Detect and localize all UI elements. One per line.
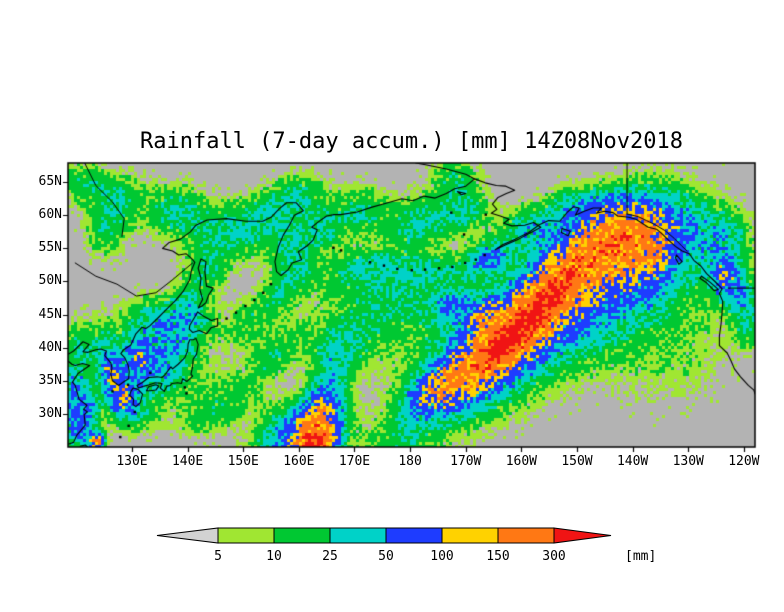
colorbar-tick-label: 25 bbox=[322, 549, 338, 564]
colorbar-above-arrow bbox=[553, 527, 612, 544]
colorbar-segment bbox=[217, 527, 275, 544]
chart-title: Rainfall (7-day accum.) [mm] 14Z08Nov201… bbox=[139, 129, 684, 154]
y-tick-label: 60N bbox=[38, 207, 62, 223]
x-tick-label: 160E bbox=[283, 454, 315, 469]
x-tick-label: 130W bbox=[672, 454, 704, 469]
y-tick-label: 45N bbox=[38, 306, 62, 322]
colorbar-tick-label: 50 bbox=[378, 549, 394, 564]
x-tick-label: 170E bbox=[338, 454, 371, 469]
colorbar-segment bbox=[329, 527, 387, 544]
colorbar-tick-label: 100 bbox=[430, 549, 453, 564]
x-tick-label: 130E bbox=[116, 454, 148, 469]
x-tick-label: 150E bbox=[227, 454, 259, 469]
x-tick-label: 140E bbox=[171, 454, 204, 469]
x-tick-label: 170W bbox=[450, 454, 482, 469]
colorbar-segment bbox=[385, 527, 443, 544]
colorbar-tick-label: 150 bbox=[486, 549, 509, 564]
x-tick-label: 120W bbox=[728, 454, 760, 469]
colorbar-segment bbox=[441, 527, 499, 544]
y-tick-label: 65N bbox=[38, 174, 62, 190]
colorbar: 5 10 25 50 100 150 300 [mm] bbox=[156, 527, 656, 564]
y-tick-label: 50N bbox=[38, 273, 62, 289]
colorbar-tick-label: 5 bbox=[214, 549, 222, 564]
x-tick-label: 140W bbox=[616, 454, 649, 469]
y-tick-label: 55N bbox=[38, 240, 62, 256]
colorbar-tick-label: 10 bbox=[266, 549, 282, 564]
x-tick-label: 160W bbox=[505, 454, 538, 469]
colorbar-unit-label: [mm] bbox=[625, 549, 656, 564]
y-tick-label: 40N bbox=[38, 339, 62, 355]
y-tick-label: 35N bbox=[38, 372, 62, 388]
colorbar-segment bbox=[497, 527, 555, 544]
colorbar-tick-label: 300 bbox=[542, 549, 565, 564]
colorbar-below-arrow bbox=[156, 527, 219, 544]
y-tick-label: 30N bbox=[38, 405, 62, 421]
x-tick-label: 150W bbox=[561, 454, 593, 469]
colorbar-segment bbox=[273, 527, 331, 544]
x-tick-label: 180 bbox=[398, 454, 422, 469]
